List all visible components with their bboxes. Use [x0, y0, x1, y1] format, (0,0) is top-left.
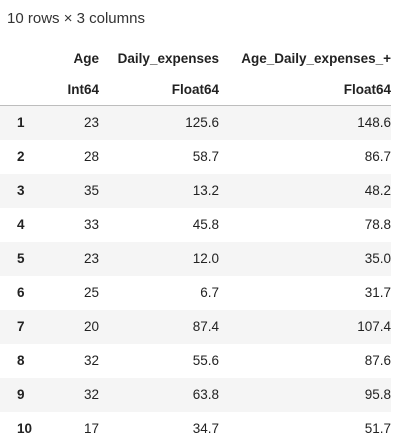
table-row: 6 25 6.7 31.7: [0, 275, 391, 310]
dataframe-output: 10 rows × 3 columns Age Daily_expenses A…: [0, 10, 391, 436]
cell-age: 28: [83, 149, 99, 164]
cell-daily-expenses: 6.7: [200, 285, 219, 300]
table-row: 3 35 13.2 48.2: [0, 173, 391, 208]
cell-daily-expenses: 13.2: [192, 183, 219, 198]
cell-age: 23: [83, 115, 99, 131]
column-type-age-daily-expenses-sum: Float64: [219, 74, 391, 106]
row-index: 8: [17, 353, 25, 368]
row-index: 4: [17, 217, 25, 232]
cell-sum: 35.0: [364, 251, 391, 266]
cell-daily-expenses: 87.4: [192, 319, 219, 334]
cell-sum: 86.7: [364, 149, 391, 164]
table-row: 1 23 125.6 148.6: [0, 105, 391, 140]
row-index: 5: [17, 251, 25, 266]
cell-age: 32: [83, 387, 99, 402]
row-index: 6: [17, 285, 25, 300]
cell-daily-expenses: 45.8: [192, 217, 219, 232]
index-type-header: [0, 74, 55, 106]
table-caption: 10 rows × 3 columns: [7, 10, 145, 27]
cell-daily-expenses: 34.7: [192, 421, 219, 436]
cell-age: 23: [83, 251, 99, 266]
cell-sum: 51.7: [364, 421, 391, 436]
cell-sum: 95.8: [364, 387, 391, 402]
table-row: 2 28 58.7 86.7: [0, 139, 391, 174]
cell-age: 20: [83, 319, 99, 334]
cell-age: 17: [83, 421, 99, 436]
table-row: 9 32 63.8 95.8: [0, 377, 391, 412]
cell-sum: 48.2: [364, 183, 391, 198]
table-row: 8 32 55.6 87.6: [0, 343, 391, 378]
cell-age: 35: [83, 183, 99, 198]
cell-daily-expenses: 125.6: [185, 115, 219, 131]
table-row: 7 20 87.4 107.4: [0, 309, 391, 344]
row-index: 3: [17, 183, 25, 198]
column-header-age-daily-expenses-sum: Age_Daily_expenses_+: [241, 50, 391, 66]
cell-sum: 87.6: [364, 353, 391, 368]
row-index: 2: [17, 149, 25, 164]
header-row-names: Age Daily_expenses Age_Daily_expenses_+: [0, 42, 391, 74]
table-row: 5 23 12.0 35.0: [0, 241, 391, 276]
column-type-age: Int64: [55, 74, 99, 106]
cell-daily-expenses: 12.0: [192, 251, 219, 266]
column-header-daily-expenses: Daily_expenses: [117, 50, 219, 66]
index-header: [0, 42, 55, 74]
cell-sum: 78.8: [364, 217, 391, 232]
header-row-types: Int64 Float64 Float64: [0, 74, 391, 106]
cell-sum: 31.7: [364, 285, 391, 300]
cell-daily-expenses: 58.7: [192, 149, 219, 164]
table-row: 4 33 45.8 78.8: [0, 207, 391, 242]
row-index: 7: [17, 319, 25, 334]
cell-daily-expenses: 55.6: [192, 353, 219, 368]
row-index: 1: [17, 115, 25, 131]
cell-daily-expenses: 63.8: [192, 387, 219, 402]
cell-sum: 148.6: [357, 115, 391, 131]
column-type-daily-expenses: Float64: [99, 74, 219, 106]
cell-sum: 107.4: [357, 319, 391, 334]
dataframe-table: Age Daily_expenses Age_Daily_expenses_+ …: [0, 42, 391, 446]
table-row: 10 17 34.7 51.7: [0, 411, 391, 446]
cell-age: 33: [83, 217, 99, 232]
cell-age: 25: [83, 285, 99, 300]
column-header-age: Age: [73, 50, 99, 66]
cell-age: 32: [83, 353, 99, 368]
row-index: 10: [17, 421, 33, 436]
row-index: 9: [17, 387, 25, 402]
